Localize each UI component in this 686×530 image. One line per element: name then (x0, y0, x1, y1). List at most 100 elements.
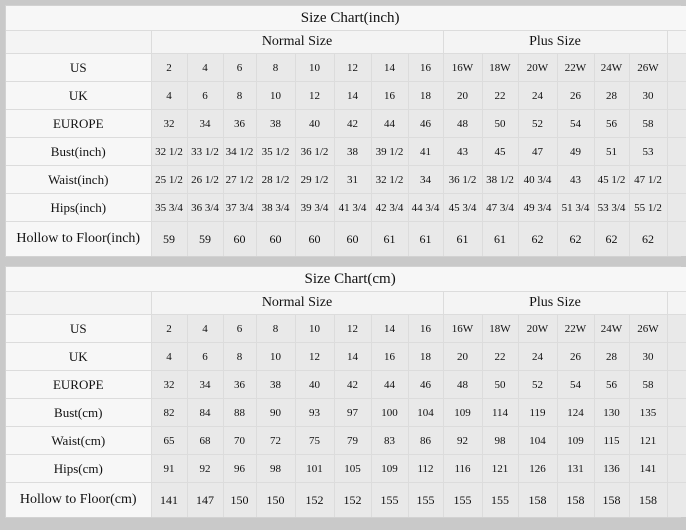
cell-hips-13: 136 (593, 454, 630, 483)
cell-bust-13: 130 (593, 398, 630, 427)
cell-bust-4: 90 (255, 398, 296, 427)
cell-hollow-4: 60 (255, 221, 296, 256)
cell-waist-3: 27 1/2 (222, 165, 257, 194)
table-row-hollow-to-floor: Hollow to Floor(inch) 59 59 60 60 60 60 … (6, 221, 686, 256)
cell-hollow-1: 141 (150, 482, 188, 517)
cell-hollow-5: 152 (294, 482, 335, 517)
cell-bust-3: 88 (222, 398, 257, 427)
row-spacer-hollow (666, 221, 686, 256)
row-spacer-hips (666, 193, 686, 222)
cell-waist-8: 86 (407, 426, 444, 455)
cell-uk-13: 28 (593, 81, 630, 110)
cell-hollow-2: 147 (186, 482, 224, 517)
cell-us-8: 16 (407, 53, 444, 82)
cell-uk-1: 4 (150, 81, 188, 110)
cell-europe-7: 44 (370, 370, 409, 399)
cell-us-12: 22W (556, 314, 595, 343)
row-spacer-uk (666, 81, 686, 110)
cell-bust-14: 53 (628, 137, 668, 166)
row-label-hips: Hips(inch) (6, 193, 152, 222)
cell-uk-10: 22 (481, 81, 519, 110)
row-spacer-europe (666, 370, 686, 399)
cell-hollow-4: 150 (255, 482, 296, 517)
cell-europe-3: 36 (222, 109, 257, 138)
cell-europe-11: 52 (517, 370, 558, 399)
cell-hips-9: 45 3/4 (442, 193, 483, 222)
cell-uk-12: 26 (556, 81, 595, 110)
cell-waist-2: 26 1/2 (186, 165, 224, 194)
chart-title: Size Chart(inch) (6, 6, 686, 31)
cell-hips-7: 42 3/4 (370, 193, 409, 222)
cell-europe-2: 34 (186, 109, 224, 138)
cell-hollow-14: 62 (628, 221, 668, 256)
cell-us-11: 20W (517, 314, 558, 343)
cell-europe-4: 38 (255, 370, 296, 399)
cell-hips-14: 141 (628, 454, 668, 483)
cell-hips-12: 131 (556, 454, 595, 483)
cell-bust-13: 51 (593, 137, 630, 166)
cell-hollow-3: 60 (222, 221, 257, 256)
cell-bust-1: 82 (150, 398, 188, 427)
cell-us-3: 6 (222, 314, 257, 343)
cell-bust-10: 114 (481, 398, 519, 427)
table-row-uk: UK 4 6 8 10 12 14 16 18 20 22 24 26 28 3… (6, 342, 686, 371)
cell-europe-14: 58 (628, 109, 668, 138)
cell-us-2: 4 (186, 53, 224, 82)
cell-uk-2: 6 (186, 342, 224, 371)
cell-hollow-6: 152 (333, 482, 372, 517)
size-chart-inch-card: Size Chart(inch) Normal Size Plus Size U… (5, 5, 686, 257)
cell-hollow-8: 61 (407, 221, 444, 256)
row-spacer-hips (666, 454, 686, 483)
cell-waist-9: 36 1/2 (442, 165, 483, 194)
cell-hollow-9: 155 (442, 482, 483, 517)
title-row: Size Chart(cm) (6, 267, 686, 292)
cell-hips-5: 101 (294, 454, 335, 483)
cell-uk-4: 10 (255, 81, 296, 110)
cell-europe-12: 54 (556, 370, 595, 399)
row-label-us: US (6, 314, 152, 343)
cell-hollow-13: 62 (593, 221, 630, 256)
cell-us-6: 12 (333, 314, 372, 343)
cell-hollow-13: 158 (593, 482, 630, 517)
row-label-hollow-to-floor: Hollow to Floor(cm) (6, 482, 152, 517)
group-header-plus-size: Plus Size (442, 291, 668, 315)
table-row-us: US 2 4 6 8 10 12 14 16 16W 18W 20W 22W 2… (6, 314, 686, 343)
cell-uk-13: 28 (593, 342, 630, 371)
cell-hips-12: 51 3/4 (556, 193, 595, 222)
row-spacer-bust (666, 137, 686, 166)
group-header-row: Normal Size Plus Size (6, 291, 686, 315)
size-chart-inch-table: Size Chart(inch) Normal Size Plus Size U… (6, 6, 686, 256)
cell-us-1: 2 (150, 53, 188, 82)
cell-waist-9: 92 (442, 426, 483, 455)
cell-us-9: 16W (442, 53, 483, 82)
cell-waist-6: 79 (333, 426, 372, 455)
cell-waist-3: 70 (222, 426, 257, 455)
cell-hips-8: 44 3/4 (407, 193, 444, 222)
cell-bust-2: 84 (186, 398, 224, 427)
cell-uk-12: 26 (556, 342, 595, 371)
cell-us-6: 12 (333, 53, 372, 82)
cell-hips-14: 55 1/2 (628, 193, 668, 222)
cell-hips-13: 53 3/4 (593, 193, 630, 222)
cell-waist-14: 121 (628, 426, 668, 455)
row-label-hollow-to-floor: Hollow to Floor(inch) (6, 221, 152, 256)
cell-waist-10: 98 (481, 426, 519, 455)
table-row-waist: Waist(inch) 25 1/2 26 1/2 27 1/2 28 1/2 … (6, 165, 686, 194)
cell-hollow-10: 61 (481, 221, 519, 256)
table-row-uk: UK 4 6 8 10 12 14 16 18 20 22 24 26 28 3… (6, 81, 686, 110)
cell-us-14: 26W (628, 314, 668, 343)
cell-bust-12: 49 (556, 137, 595, 166)
cell-uk-9: 20 (442, 81, 483, 110)
cell-europe-10: 50 (481, 370, 519, 399)
cell-us-7: 14 (370, 53, 409, 82)
cell-bust-5: 93 (294, 398, 335, 427)
cell-us-9: 16W (442, 314, 483, 343)
cell-uk-10: 22 (481, 342, 519, 371)
cell-hips-4: 38 3/4 (255, 193, 296, 222)
row-spacer-uk (666, 342, 686, 371)
cell-uk-5: 12 (294, 342, 335, 371)
cell-uk-14: 30 (628, 342, 668, 371)
cell-us-13: 24W (593, 314, 630, 343)
group-header-spacer (666, 30, 686, 54)
